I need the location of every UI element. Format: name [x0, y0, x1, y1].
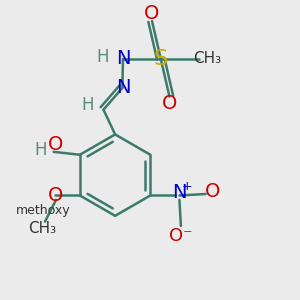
Text: S: S — [154, 49, 168, 69]
Text: O: O — [205, 182, 220, 201]
Text: H: H — [96, 48, 109, 66]
Text: O: O — [48, 186, 64, 205]
Text: N: N — [116, 49, 130, 68]
Text: +: + — [182, 180, 192, 193]
Text: CH₃: CH₃ — [28, 221, 56, 236]
Text: O: O — [144, 4, 160, 23]
Text: N: N — [117, 78, 131, 98]
Text: methoxy: methoxy — [16, 203, 71, 217]
Text: H: H — [81, 96, 94, 114]
Text: O⁻: O⁻ — [169, 227, 193, 245]
Text: N: N — [172, 183, 187, 202]
Text: O: O — [47, 135, 63, 154]
Text: CH₃: CH₃ — [193, 51, 221, 66]
Text: H: H — [34, 141, 47, 159]
Text: O: O — [162, 94, 177, 113]
